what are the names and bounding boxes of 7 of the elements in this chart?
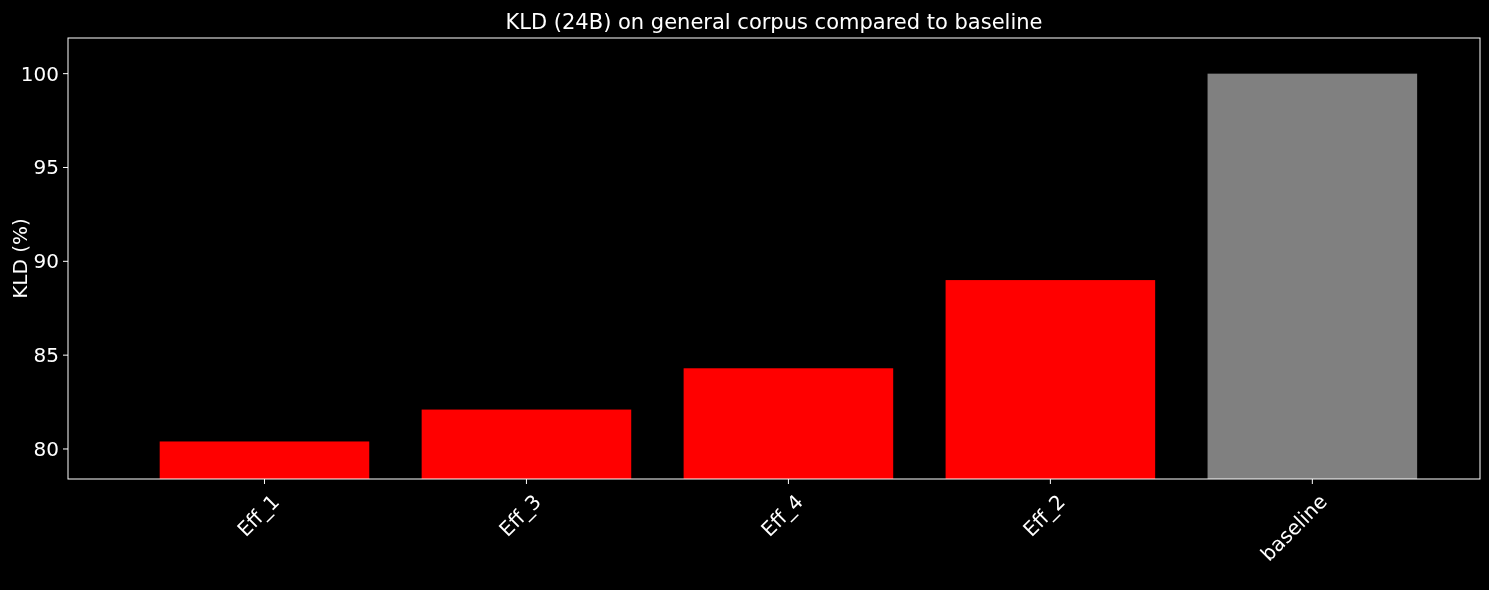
y-tick-label: 100 <box>20 61 59 86</box>
y-tick-label: 95 <box>33 155 59 180</box>
y-axis-title: KLD (%) <box>8 218 32 299</box>
chart-title: KLD (24B) on general corpus compared to baseline <box>505 10 1043 34</box>
y-tick-label: 90 <box>33 249 59 274</box>
y-tick-label: 80 <box>33 436 59 461</box>
y-tick-label: 85 <box>33 343 59 368</box>
